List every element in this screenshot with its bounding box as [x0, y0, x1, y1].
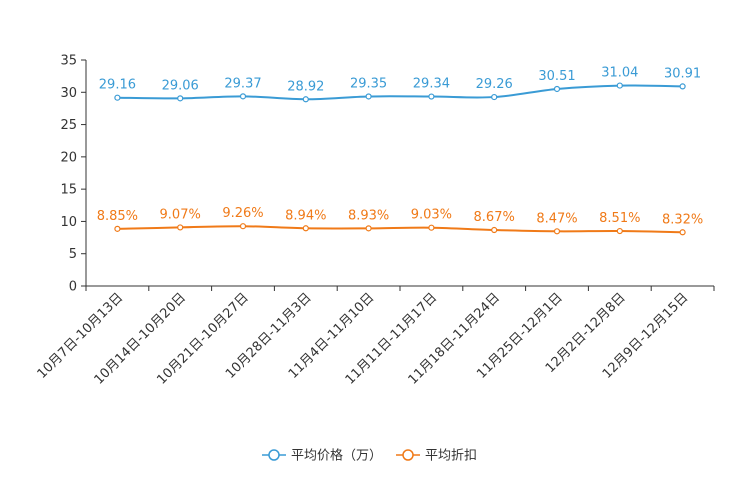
- legend: 平均价格（万） 平均折扣: [262, 448, 477, 464]
- data-label: 29.35: [350, 76, 387, 91]
- data-point: [616, 82, 623, 89]
- data-point: [491, 226, 498, 234]
- y-tick-label: 0: [69, 280, 77, 295]
- data-label: 30.91: [664, 66, 701, 81]
- data-label: 30.51: [538, 69, 575, 84]
- data-label: 8.51%: [599, 211, 640, 226]
- data-point: [302, 225, 309, 232]
- data-point: [553, 85, 561, 93]
- data-labels: 29.16 29.06 29.37 28.92 29.35 29.34 29.26 30.51…: [97, 66, 704, 228]
- legend-item-1[interactable]: 平均价格（万）: [262, 448, 382, 464]
- y-tick-label: 10: [60, 215, 77, 230]
- y-tick-label: 5: [69, 247, 77, 262]
- data-point: [679, 83, 686, 90]
- data-label: 8.94%: [285, 208, 326, 223]
- data-label: 9.03%: [411, 208, 452, 223]
- data-label: 29.37: [224, 76, 261, 91]
- data-point: [177, 95, 184, 102]
- y-tick-label: 35: [60, 54, 77, 69]
- data-point: [239, 223, 247, 230]
- legend-label: 平均价格（万）: [291, 448, 382, 464]
- data-label: 31.04: [601, 66, 638, 81]
- data-point: [365, 225, 372, 232]
- data-point: [428, 224, 435, 231]
- y-tick-label: 20: [60, 150, 77, 165]
- data-label: 8.32%: [662, 212, 703, 227]
- data-label: 9.26%: [222, 206, 263, 221]
- data-point: [177, 224, 184, 231]
- data-label: 28.92: [287, 79, 324, 94]
- data-label: 8.67%: [474, 210, 515, 225]
- data-label: 9.07%: [160, 207, 201, 222]
- data-label: 29.26: [476, 77, 513, 92]
- data-label: 8.85%: [97, 209, 138, 224]
- data-point: [491, 93, 498, 101]
- y-tick-label: 15: [60, 183, 77, 198]
- data-point: [553, 228, 561, 235]
- data-point: [616, 227, 623, 235]
- data-point: [114, 94, 121, 101]
- series-line-2: [117, 225, 683, 234]
- data-label: 29.34: [413, 77, 450, 92]
- data-label: 8.93%: [348, 208, 389, 223]
- legend-label: 平均折扣: [425, 449, 477, 464]
- data-point: [365, 93, 372, 100]
- data-point: [114, 225, 121, 232]
- legend-item-2[interactable]: 平均折扣: [396, 449, 477, 464]
- data-point: [302, 96, 309, 103]
- data-label: 29.06: [162, 78, 199, 93]
- y-tick-label: 25: [60, 118, 77, 133]
- data-point: [239, 93, 247, 100]
- series-line-1: [117, 84, 683, 101]
- data-point: [428, 93, 435, 100]
- data-label: 8.47%: [536, 211, 577, 226]
- data-point: [679, 229, 686, 236]
- y-tick-label: 30: [60, 86, 77, 101]
- data-label: 29.16: [99, 78, 136, 93]
- legend-marker-icon: [402, 449, 414, 461]
- series-lines: [114, 82, 686, 236]
- legend-marker-icon: [268, 449, 280, 461]
